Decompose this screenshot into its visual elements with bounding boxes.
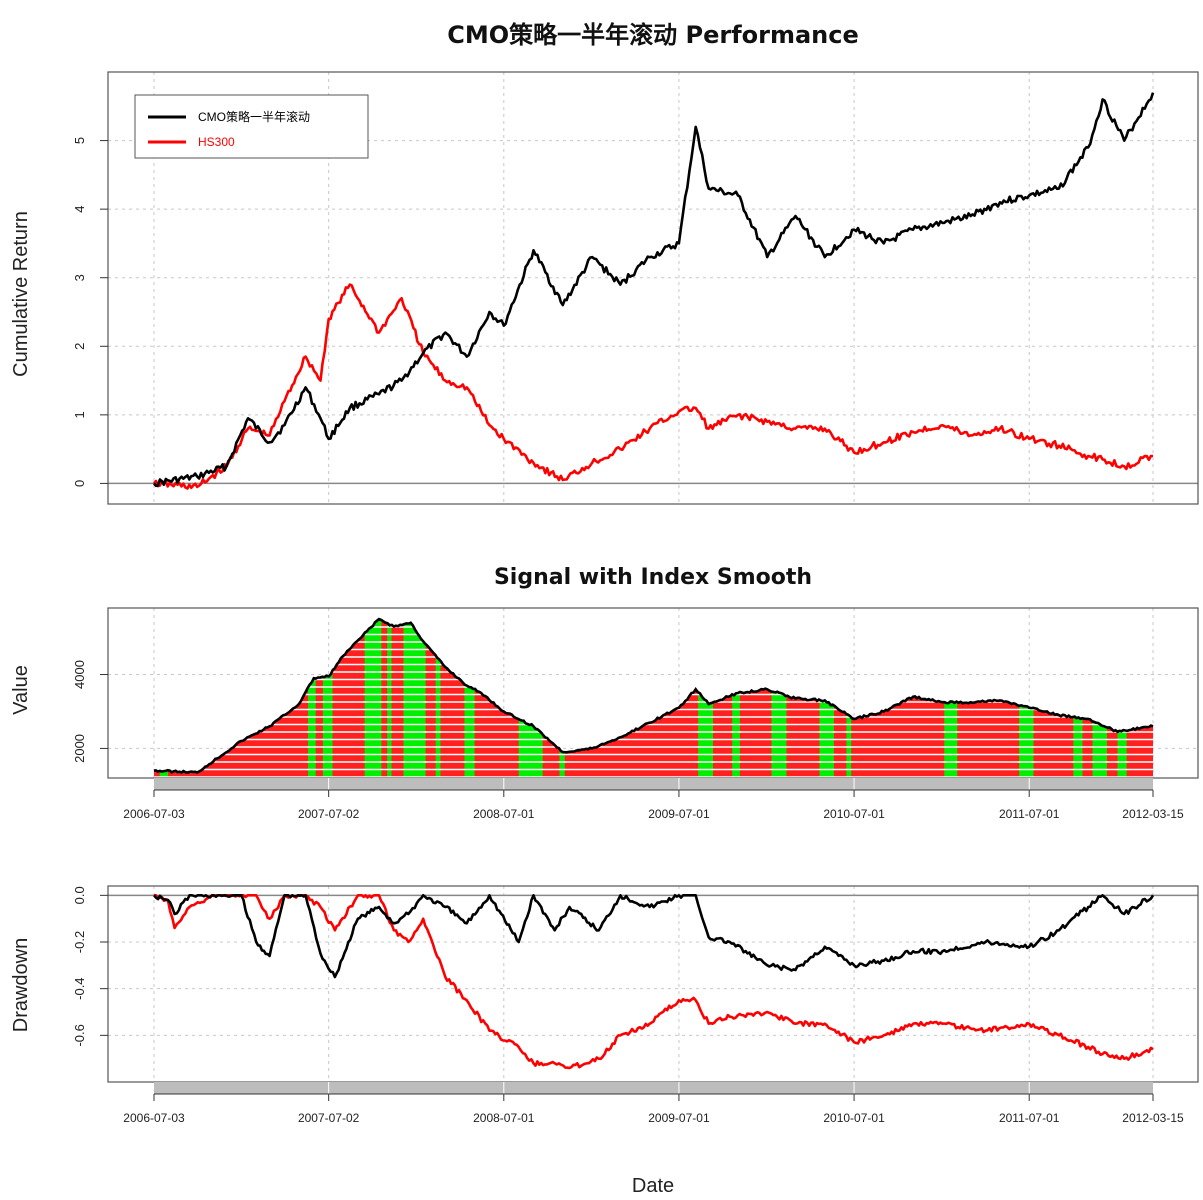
y-tick-label-1: 1 [72,411,87,418]
legend-label-strategy: CMO策略一半年滚动 [198,109,310,124]
x-axis-label: Date [632,1175,674,1197]
y-tick-label-5: 5 [72,137,87,144]
y-tick-label-2: -0.4 [72,977,87,999]
performance-y-ticks: 0 1 2 3 4 5 [72,137,108,487]
signal-title: Signal with Index Smooth [494,565,812,590]
y-tick-label-1: -0.2 [72,931,87,953]
signal-long-range-2 [322,619,333,778]
signal-long-range-7 [464,619,475,778]
legend-label-hs300: HS300 [198,135,235,149]
signal-long-range-3 [364,619,382,778]
drawdown-line-hs300 [154,894,1154,1070]
y-tick-label-0: 2000 [72,734,87,763]
index-line [153,617,1154,774]
x-tick-label-6: 2012-03-15 [1122,807,1184,821]
x-tick-label-0: 2006-07-03 [123,807,185,821]
x-tick-label-4: 2010-07-01 [823,807,885,821]
drawdown-y-axis-label: Drawdown [10,938,32,1032]
y-tick-label-0: 0 [72,480,87,487]
signal-date-band [154,778,1153,791]
x-tick-label-1: 2007-07-02 [298,1111,360,1125]
drawdown-series [153,894,1155,1070]
y-tick-label-2: 2 [72,343,87,350]
y-tick-label-3: -0.6 [72,1024,87,1046]
performance-plot-frame [107,71,1199,505]
date-band [154,778,1153,790]
x-tick-label-3: 2009-07-01 [648,1111,710,1125]
x-tick-label-3: 2009-07-01 [648,807,710,821]
x-tick-label-0: 2006-07-03 [123,1111,185,1125]
signal-index-line [153,617,1154,774]
x-tick-label-5: 2011-07-01 [999,1111,1060,1125]
y-tick-label-4: 4 [72,206,87,213]
x-tick-label-4: 2010-07-01 [823,1111,885,1125]
drawdown-date-band [154,1082,1153,1095]
legend-box [134,94,369,159]
drawdown-y-ticks: 0.0 -0.2 -0.4 -0.6 [72,886,108,1047]
signal-long-range-11 [732,619,740,778]
performance-line-hs300 [153,283,1153,490]
date-band [154,1082,1153,1094]
x-tick-label-2: 2008-07-01 [473,807,535,821]
x-tick-label-1: 2007-07-02 [298,807,360,821]
signal-long-range-4 [387,619,392,778]
signal-y-ticks: 2000 4000 [72,660,108,763]
signal-x-ticks: 2006-07-03 2007-07-02 2008-07-01 2009-07-01… [123,790,1184,821]
y-tick-label-0: 0.0 [72,886,87,904]
performance-legend: CMO策略一半年滚动 HS300 [134,94,369,159]
performance-line-strategy [153,92,1155,488]
performance-series [153,92,1155,490]
signal-long-range-6 [435,619,441,778]
y-tick-label-1: 4000 [72,660,87,689]
performance-y-axis-label: Cumulative Return [10,211,32,377]
signal-y-axis-label: Value [10,665,32,715]
signal-long-range-1 [308,619,316,778]
x-tick-label-2: 2008-07-01 [473,1111,535,1125]
performance-grid [108,72,1198,504]
drawdown-line-strategy [153,894,1155,979]
x-tick-label-5: 2011-07-01 [999,807,1060,821]
signal-long-range-5 [403,619,426,778]
drawdown-x-ticks: 2006-07-03 2007-07-02 2008-07-01 2009-07-01… [123,1094,1184,1125]
performance-title: CMO策略一半年滚动 Performance [447,21,859,49]
y-tick-label-3: 3 [72,274,87,281]
x-tick-label-6: 2012-03-15 [1122,1111,1184,1125]
